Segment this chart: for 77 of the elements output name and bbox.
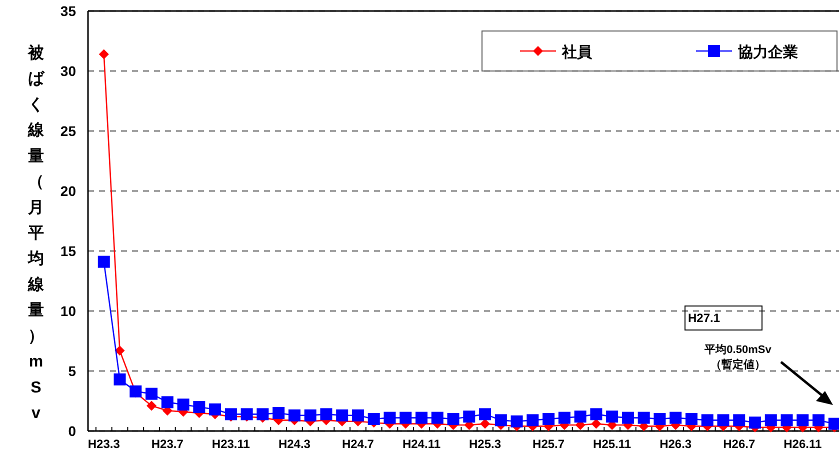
x-tick-label: H24.11 [402,437,441,451]
x-tick-label: H23.3 [88,437,120,451]
point [685,413,698,425]
x-tick-label: H26.3 [660,437,692,451]
point [431,412,444,424]
point [336,409,348,422]
point [177,398,190,411]
point [447,413,460,425]
text: 被ばく線量（月平均線量）mSv [28,45,44,422]
point [654,413,666,425]
point [416,412,428,424]
x-tick-label: H25.11 [593,437,632,451]
x-tick-label: H24.3 [278,437,311,451]
y-tick-label: 30 [60,63,76,79]
x-tick-label: H25.7 [532,437,565,451]
point [670,412,682,424]
x-tick-label: H26.7 [723,437,756,451]
point [780,414,793,426]
x-tick-label: H23.7 [151,437,184,451]
y-tick-label: 25 [60,123,76,139]
x-tick-label: H26.11 [784,437,822,451]
point [764,414,777,426]
y-tick-label: 35 [60,3,76,19]
point [209,403,222,416]
point [591,418,602,429]
point [558,412,570,424]
point [256,408,269,420]
point [638,412,650,424]
annotation: H27.1 [688,311,720,325]
point [114,373,126,386]
point [114,346,125,356]
point [352,409,364,422]
point [717,414,730,426]
point [130,385,142,398]
point [161,396,174,408]
x-tick-label: H23.11 [212,437,250,451]
point [400,412,412,424]
point [749,416,762,429]
point [463,410,476,423]
point [480,418,490,429]
point [368,413,380,425]
point [812,414,825,426]
point [146,388,158,400]
x-tick-label: H24.7 [342,437,374,451]
point [193,401,206,413]
point [796,414,809,426]
legend-label: 協力企業 [737,44,798,61]
point [606,410,618,423]
point [494,414,507,426]
point [701,414,714,426]
legend-label: 社員 [561,44,593,61]
y-tick-label: 20 [60,183,76,199]
annotation: 平均0.50mSv （暫定値） [704,343,772,371]
point [98,49,109,60]
y-tick-label: 0 [68,423,76,439]
point [590,408,602,420]
y-tick-label: 15 [60,243,76,259]
point [320,408,332,420]
y-tick-label: 5 [68,363,76,379]
point [733,414,746,426]
point [510,415,523,428]
point [272,407,285,419]
point [622,412,634,424]
point [542,413,555,425]
y-tick-label: 10 [60,303,76,319]
point [98,256,110,268]
point [146,400,157,411]
point [224,408,237,420]
point [828,418,839,430]
point [526,414,539,426]
point [240,408,253,420]
point [304,409,316,422]
point [479,408,492,420]
point [574,410,586,423]
point [384,412,396,424]
x-tick-label: H25.3 [469,437,502,451]
point [288,409,300,422]
